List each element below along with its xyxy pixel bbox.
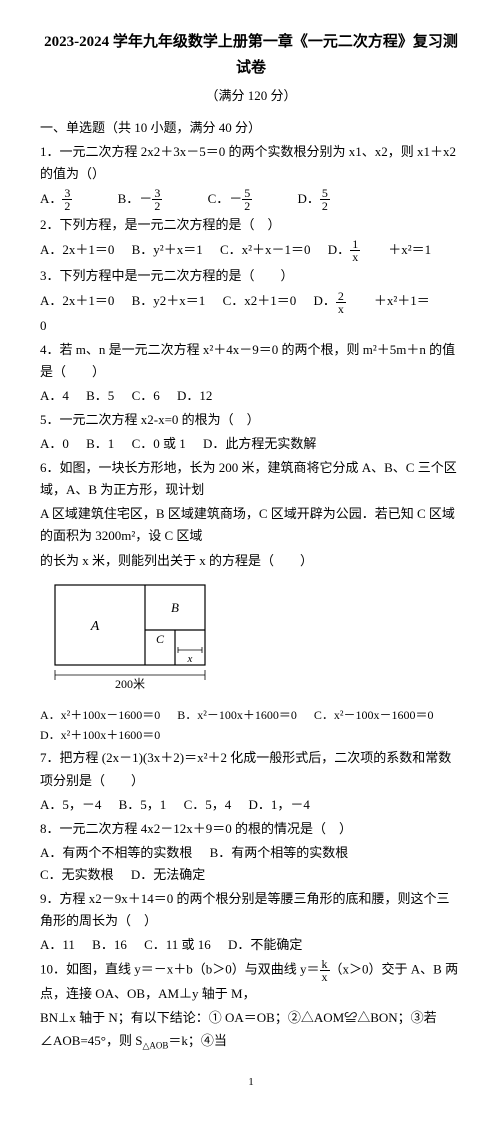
page-subtitle: （满分 120 分） [40, 85, 462, 107]
q8-opt-d: D．无法确定 [131, 867, 205, 882]
q1-opt-a: A．32 [40, 191, 100, 206]
diagram-label-b: B [171, 600, 179, 615]
q1-opt-b: B．－32 [118, 191, 191, 206]
question-4-options: A．4 B．5 C．6 D．12 [40, 385, 462, 407]
question-7: 7．把方程 (2x－1)(3x＋2)＝x²＋2 化成一般形式后，二次项的系数和常… [40, 747, 462, 791]
q9-opt-d: D．不能确定 [228, 937, 302, 952]
question-7-options: A．5，－4 B．5，1 C．5，4 D．1，－4 [40, 794, 462, 816]
diagram-label-a: A [90, 619, 100, 634]
diagram-label-x: x [187, 653, 193, 665]
q7-opt-a: A．5，－4 [40, 797, 101, 812]
question-8: 8．一元二次方程 4x2－12x＋9＝0 的根的情况是（ ） [40, 818, 462, 840]
q4-opt-b: B．5 [86, 388, 114, 403]
q6-opt-d: D．x²＋100x＋1600＝0 [40, 728, 160, 742]
diagram-label-c: C [156, 632, 165, 646]
q9-opt-b: B．16 [92, 937, 127, 952]
q8-opt-a: A．有两个不相等的实数根 [40, 845, 192, 860]
section-1-header: 一、单选题（共 10 小题，满分 40 分） [40, 117, 462, 139]
q9-opt-c: C．11 或 16 [144, 937, 211, 952]
q4-opt-a: A．4 [40, 388, 69, 403]
question-6-line3: 的长为 x 米，则能列出关于 x 的方程是（ ） [40, 550, 462, 572]
q5-opt-c: C．0 或 1 [132, 436, 186, 451]
q5-opt-a: A．0 [40, 436, 69, 451]
question-2-options: A．2x＋1＝0 B．y²＋x＝1 C．x²＋x－1＝0 D．1x＋x²＝1 [40, 238, 462, 263]
q3-opt-b: B．y2＋x＝1 [132, 293, 206, 308]
q7-opt-c: C．5，4 [184, 797, 232, 812]
q4-opt-c: C．6 [132, 388, 160, 403]
q5-opt-d: D．此方程无实数解 [203, 436, 316, 451]
question-6-line1: 6．如图，一块长方形地，长为 200 米，建筑商将它分成 A、B、C 三个区域，… [40, 457, 462, 501]
q6-opt-a: A．x²＋100x－1600＝0 [40, 708, 160, 722]
question-4: 4．若 m、n 是一元二次方程 x²＋4x－9＝0 的两个根，则 m²＋5m＋n… [40, 339, 462, 383]
question-1: 1．一元二次方程 2x2＋3x－5＝0 的两个实数根分别为 x1、x2，则 x1… [40, 141, 462, 185]
question-2: 2．下列方程，是一元二次方程的是（ ） [40, 214, 462, 236]
q2-opt-d: D．1x＋x²＝1 [328, 242, 445, 257]
q3-opt-c: C．x2＋1＝0 [223, 293, 297, 308]
question-3: 3．下列方程中是一元二次方程的是（ ） [40, 265, 462, 287]
q1-opt-c: C．－52 [208, 191, 281, 206]
diagram-label-200: 200米 [115, 677, 145, 690]
q6-diagram: A B C x 200米 [50, 580, 462, 697]
question-6-line2: A 区域建筑住宅区，B 区域建筑商场，C 区域开辟为公园．若已知 C 区域的面积… [40, 503, 462, 547]
q5-opt-b: B．1 [86, 436, 114, 451]
q3-opt-a: A．2x＋1＝0 [40, 293, 114, 308]
q1-opt-d: D．52 [297, 191, 357, 206]
q7-opt-b: B．5，1 [119, 797, 167, 812]
q6-opt-c: C．x²－100x－1600＝0 [314, 708, 434, 722]
question-1-options: A．32 B．－32 C．－52 D．52 [40, 187, 462, 212]
q2-opt-c: C．x²＋x－1＝0 [220, 242, 311, 257]
q2-opt-a: A．2x＋1＝0 [40, 242, 114, 257]
page-title: 2023-2024 学年九年级数学上册第一章《一元二次方程》复习测试卷 [40, 30, 462, 81]
question-3-options: A．2x＋1＝0 B．y2＋x＝1 C．x2＋1＝0 D．2x＋x²＋1＝0 [40, 290, 462, 337]
question-9-options: A．11 B．16 C．11 或 16 D．不能确定 [40, 934, 462, 956]
question-10-line2: BN⊥x 轴于 N；有以下结论：① OA＝OB；②△AOM≌△BON；③若∠AO… [40, 1007, 462, 1053]
page-number: 1 [40, 1073, 462, 1092]
q4-opt-d: D．12 [177, 388, 212, 403]
q2-opt-b: B．y²＋x＝1 [132, 242, 203, 257]
q7-opt-d: D．1，－4 [248, 797, 309, 812]
q8-opt-c: C．无实数根 [40, 867, 114, 882]
question-10-line1: 10．如图，直线 y＝－x＋b（b＞0）与双曲线 y＝kx（x＞0）交于 A、B… [40, 958, 462, 1005]
question-9: 9．方程 x2－9x＋14＝0 的两个根分别是等腰三角形的底和腰，则这个三角形的… [40, 888, 462, 932]
question-5-options: A．0 B．1 C．0 或 1 D．此方程无实数解 [40, 433, 462, 455]
q6-opt-b: B．x²－100x＋1600＝0 [177, 708, 297, 722]
question-5: 5．一元二次方程 x2-x=0 的根为（ ） [40, 409, 462, 431]
q9-opt-a: A．11 [40, 937, 75, 952]
question-8-options: A．有两个不相等的实数根 B．有两个相等的实数根 C．无实数根 D．无法确定 [40, 842, 462, 886]
q8-opt-b: B．有两个相等的实数根 [210, 845, 349, 860]
